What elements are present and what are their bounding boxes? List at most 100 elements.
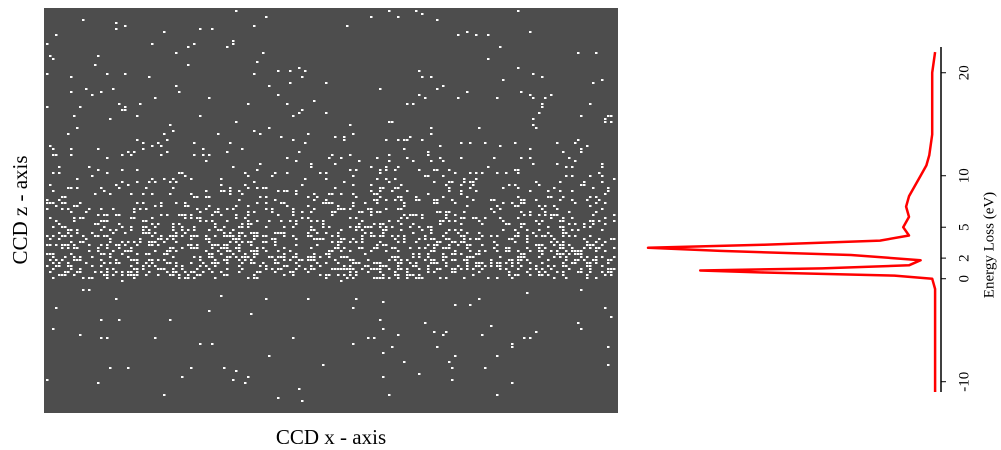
speckle [385,166,388,168]
speckle [505,250,508,252]
speckle [352,268,355,270]
speckle [79,256,82,258]
speckle [196,268,199,270]
speckle [460,193,463,195]
speckle [514,235,517,237]
speckle [151,244,154,246]
speckle [589,196,592,198]
speckle [256,253,259,255]
speckle [187,244,190,246]
speckle [328,202,331,204]
speckle [592,82,595,84]
speckle [130,265,133,267]
speckle [100,220,103,222]
speckle [424,322,427,324]
speckle [544,205,547,207]
speckle [247,211,250,213]
speckle [400,184,403,186]
speckle [511,277,514,279]
speckle [58,274,61,276]
speckle [592,259,595,261]
speckle [589,268,592,270]
speckle [142,226,145,228]
speckle [451,259,454,261]
speckle [190,271,193,273]
speckle [55,205,58,207]
speckle [70,241,73,243]
speckle [52,58,55,60]
speckle [106,235,109,237]
speckle [373,277,376,279]
speckle [529,250,532,252]
speckle [238,271,241,273]
speckle [556,250,559,252]
speckle [61,235,64,237]
speckle [94,64,97,66]
speckle [148,241,151,243]
speckle [436,241,439,243]
speckle [568,157,571,159]
speckle [316,196,319,198]
speckle [91,265,94,267]
speckle [289,271,292,273]
speckle [586,274,589,276]
speckle [229,187,232,189]
speckle [169,181,172,183]
speckle [607,271,610,273]
speckle [166,238,169,240]
speckle [124,73,127,75]
speckle [553,277,556,279]
speckle [322,223,325,225]
speckle [253,253,256,255]
speckle [469,142,472,144]
speckle [523,223,526,225]
speckle [136,115,139,117]
speckle [55,220,58,222]
speckle [241,256,244,258]
speckle [568,244,571,246]
speckle [541,106,544,108]
speckle [565,166,568,168]
speckle [175,85,178,87]
speckle [160,235,163,237]
speckle [469,172,472,174]
speckle [418,169,421,171]
speckle [82,217,85,219]
speckle [223,190,226,192]
speckle [451,367,454,369]
speckle [280,256,283,258]
speckle [379,241,382,243]
speckle [370,235,373,237]
speckle [277,250,280,252]
speckle [445,184,448,186]
speckle [568,235,571,237]
speckle [466,196,469,198]
speckle [364,226,367,228]
speckle [226,274,229,276]
speckle [232,166,235,168]
speckle [589,271,592,273]
speckle [49,253,52,255]
speckle [292,139,295,141]
speckle [562,244,565,246]
speckle [148,253,151,255]
speckle [70,211,73,213]
speckle [220,178,223,180]
speckle [112,208,115,210]
speckle [115,259,118,261]
speckle [460,142,463,144]
speckle [124,232,127,234]
speckle [163,253,166,255]
speckle [439,268,442,270]
speckle [385,250,388,252]
speckle [181,376,184,378]
speckle [544,271,547,273]
speckle [355,274,358,276]
speckle [247,220,250,222]
speckle [541,244,544,246]
speckle [253,130,256,132]
speckle [70,235,73,237]
speckle [439,277,442,279]
speckle [328,250,331,252]
speckle [490,325,493,327]
